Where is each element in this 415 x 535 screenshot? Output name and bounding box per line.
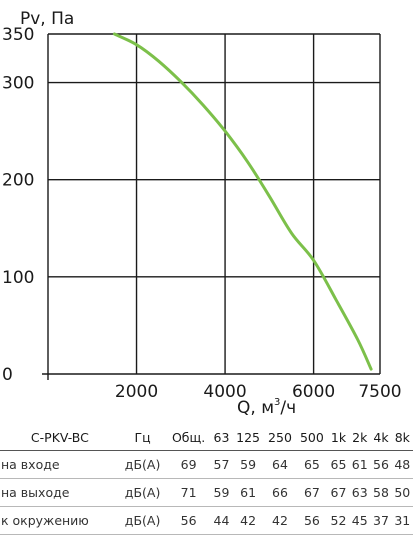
row-unit: дБ(А) [118, 478, 167, 507]
row-value: 57 [210, 450, 233, 479]
header-63: 63 [210, 424, 233, 451]
row-unit: дБ(А) [118, 506, 167, 535]
row-value: 31 [391, 506, 413, 535]
y-tick-label: 300 [2, 74, 34, 94]
x-axis-title: Q, м3/ч [237, 397, 296, 418]
row-value: 71 [166, 478, 211, 507]
row-value: 65 [295, 450, 328, 479]
row-unit: дБ(А) [118, 450, 167, 479]
x-tick-label: 4000 [203, 382, 246, 402]
row-value: 45 [349, 506, 371, 535]
row-value: 59 [232, 450, 265, 479]
row-value: 56 [370, 450, 392, 479]
header-total: Общ. [166, 424, 211, 451]
header-8k: 8k [391, 424, 413, 451]
x-axis-title-superscript: 3 [274, 397, 280, 408]
y-tick-label: 200 [2, 171, 34, 191]
table-header-row: C-PKV-BC Гц Общ. 63 125 250 500 1k 2k 4k… [0, 424, 413, 451]
row-value: 42 [264, 506, 296, 535]
header-500: 500 [295, 424, 328, 451]
row-value: 44 [210, 506, 233, 535]
row-value: 64 [264, 450, 296, 479]
row-value: 52 [327, 506, 350, 535]
row-value: 48 [391, 450, 413, 479]
plot-frame [42, 34, 380, 380]
header-4k: 4k [370, 424, 392, 451]
y-tick-label: 100 [2, 268, 34, 288]
x-tick-labels: 2000 4000 6000 7500 [115, 382, 402, 402]
row-value: 50 [391, 478, 413, 507]
row-value: 69 [166, 450, 211, 479]
y-axis-title: Pv, Па [20, 9, 74, 29]
y-tick-label: 350 [2, 25, 34, 45]
row-value: 65 [327, 450, 350, 479]
y-tick-labels: 0 100 200 300 350 [2, 25, 34, 385]
row-value: 56 [295, 506, 328, 535]
table-row: к окружению дБ(А) 56 44 42 42 56 52 45 3… [0, 506, 413, 535]
pressure-flow-curve [112, 32, 373, 371]
row-value: 61 [349, 450, 371, 479]
row-label: на входе [0, 450, 119, 479]
header-unit: Гц [118, 424, 167, 451]
row-value: 66 [264, 478, 296, 507]
row-value: 56 [166, 506, 211, 535]
row-value: 63 [349, 478, 371, 507]
row-label: к окружению [0, 506, 119, 535]
x-axis-title-main: Q, м [237, 398, 274, 418]
fan-curve-chart: 2000 4000 6000 7500 0 100 200 300 350 Pv, Па Q,… [2, 9, 402, 418]
row-value: 59 [210, 478, 233, 507]
table-row: на входе дБ(А) 69 57 59 64 65 65 61 56 4… [0, 450, 413, 479]
row-value: 58 [370, 478, 392, 507]
row-value: 61 [232, 478, 265, 507]
header-125: 125 [232, 424, 265, 451]
grid-lines [48, 33, 381, 374]
row-value: 67 [327, 478, 350, 507]
header-1k: 1k [327, 424, 350, 451]
table-row: на выходе дБ(А) 71 59 61 66 67 67 63 58 … [0, 478, 413, 507]
header-250: 250 [264, 424, 296, 451]
row-value: 67 [295, 478, 328, 507]
header-2k: 2k [349, 424, 371, 451]
row-value: 37 [370, 506, 392, 535]
row-label: на выходе [0, 478, 119, 507]
y-tick-label: 0 [2, 365, 13, 385]
header-model: C-PKV-BC [0, 424, 119, 451]
row-value: 42 [232, 506, 265, 535]
x-tick-label: 7500 [358, 382, 401, 402]
x-tick-label: 2000 [115, 382, 158, 402]
noise-level-table: C-PKV-BC Гц Общ. 63 125 250 500 1k 2k 4k… [0, 424, 413, 535]
x-tick-label: 6000 [292, 382, 335, 402]
x-axis-title-tail: /ч [280, 398, 296, 418]
